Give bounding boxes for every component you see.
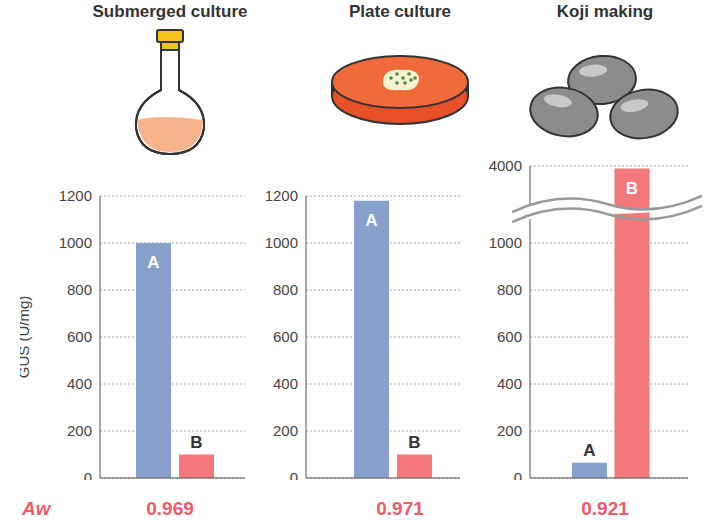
svg-text:600: 600 [273, 328, 298, 345]
html-text:0.921: 0.921 [581, 498, 629, 519]
html-text:0.971: 0.971 [376, 498, 424, 519]
svg-text:600: 600 [67, 328, 92, 345]
svg-text:200: 200 [67, 422, 92, 439]
svg-text:A: A [147, 253, 159, 272]
html-text:Plate culture: Plate culture [349, 2, 451, 21]
svg-text:200: 200 [497, 422, 522, 439]
svg-text:400: 400 [67, 375, 92, 392]
svg-text:A: A [583, 441, 595, 460]
svg-text:B: B [408, 433, 420, 452]
svg-text:1000: 1000 [489, 234, 522, 251]
html-text:Submerged culture: Submerged culture [92, 2, 248, 21]
svg-text:0: 0 [290, 469, 298, 480]
svg-text:0: 0 [514, 469, 522, 480]
svg-text:A: A [365, 211, 377, 230]
svg-text:1000: 1000 [265, 234, 298, 251]
svg-text:800: 800 [497, 281, 522, 298]
svg-text:1200: 1200 [265, 187, 298, 204]
svg-text:600: 600 [497, 328, 522, 345]
svg-text:400: 400 [497, 375, 522, 392]
svg-text:0: 0 [84, 469, 92, 480]
svg-text:B: B [626, 179, 638, 198]
svg-text:B: B [190, 433, 202, 452]
svg-text:GUS (U/mg): GUS (U/mg) [20, 296, 32, 379]
svg-text:1200: 1200 [59, 187, 92, 204]
html-text:Aw: Aw [22, 498, 51, 519]
svg-text:1000: 1000 [59, 234, 92, 251]
html-text:Koji making: Koji making [556, 2, 654, 21]
html-text:0.969: 0.969 [146, 498, 194, 519]
svg-text:800: 800 [67, 281, 92, 298]
svg-text:200: 200 [273, 422, 298, 439]
svg-text:800: 800 [273, 281, 298, 298]
svg-text:4000: 4000 [489, 157, 522, 174]
svg-text:400: 400 [273, 375, 298, 392]
